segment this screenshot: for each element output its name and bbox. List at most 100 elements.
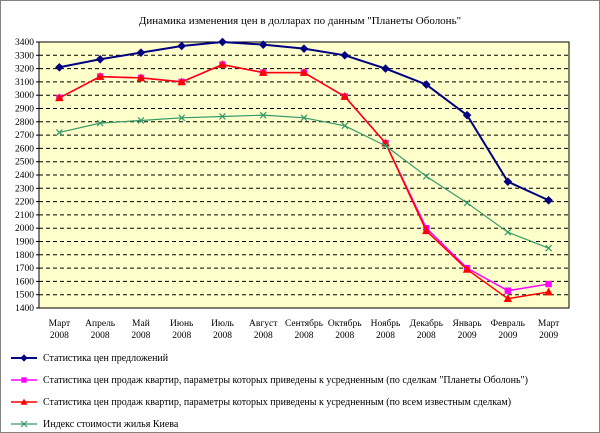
diamond-marker: [381, 64, 390, 73]
square-marker: [504, 287, 512, 294]
y-tick-label: 1500: [15, 291, 34, 301]
y-tick-label: 1900: [15, 238, 34, 248]
square-marker: [545, 280, 552, 288]
y-tick-label: 2400: [15, 171, 34, 181]
y-tick-label: 2600: [15, 144, 34, 154]
y-tick-label: 2200: [15, 198, 34, 208]
x-marker: [463, 199, 471, 207]
legend-item: Индекс стоимости жилья Киева: [11, 413, 595, 432]
x-marker: [137, 117, 145, 124]
x-tick-label-month: Август: [249, 319, 278, 329]
diamond-legend-marker-icon: [11, 354, 37, 362]
x-tick-label-month: Сентябрь: [285, 318, 324, 329]
y-tick-label: 1400: [15, 304, 34, 314]
triangle-marker: [340, 92, 350, 100]
x-tick-label-month: Октябрь: [328, 318, 362, 329]
diamond-marker: [503, 177, 513, 186]
x-tick-label-year: 2009: [498, 331, 517, 341]
x-tick-label-year: 2008: [172, 331, 191, 341]
y-tick-label: 3100: [15, 78, 34, 88]
diamond-marker: [258, 40, 268, 49]
x-tick-label-month: Февраль: [491, 319, 526, 329]
triangle-marker: [177, 77, 186, 86]
diamond-marker: [340, 50, 350, 60]
y-tick-label: 2000: [15, 224, 34, 234]
x-marker: [178, 114, 186, 122]
y-tick-label: 3400: [15, 38, 34, 48]
y-tick-label: 2100: [15, 211, 34, 221]
legend-item: Статистика цен продаж квартир, параметры…: [11, 369, 595, 391]
y-tick-label: 2500: [15, 158, 34, 168]
x-tick-label-month: Март: [538, 319, 560, 329]
x-tick-label-month: Декабрь: [410, 318, 444, 329]
x-tick-label-year: 2008: [213, 331, 232, 341]
diamond-marker: [55, 62, 64, 72]
diamond-marker: [136, 48, 146, 57]
x-marker: [219, 113, 226, 120]
x-tick-label-year: 2008: [91, 331, 110, 341]
x-tick-label-month: Апрель: [85, 319, 116, 329]
diamond-marker: [544, 195, 553, 205]
triangle-marker: [55, 93, 64, 102]
x-marker: [96, 119, 104, 127]
chart-title: Динамика изменения цен в долларах по дан…: [138, 15, 462, 27]
legend-label: Статистика цен продаж квартир, параметры…: [43, 396, 512, 408]
x-tick-label-month: Июнь: [170, 319, 194, 329]
x-marker: [259, 111, 267, 119]
y-tick-label: 3300: [15, 51, 34, 61]
triangle-marker: [218, 60, 227, 68]
diamond-marker: [462, 110, 472, 120]
x-tick-label-year: 2008: [254, 331, 273, 341]
diamond-marker: [218, 37, 227, 47]
triangle-marker: [258, 68, 268, 76]
x-marker: [422, 172, 430, 180]
y-tick-label: 1700: [15, 264, 34, 274]
x-tick-label-year: 2008: [131, 331, 150, 341]
x-tick-label-year: 2008: [376, 331, 395, 341]
x-tick-label-year: 2008: [335, 331, 354, 341]
y-tick-label: 1600: [15, 277, 34, 287]
triangle-marker: [95, 72, 105, 80]
triangle-marker: [462, 264, 472, 273]
triangle-marker: [136, 73, 146, 82]
diamond-marker: [95, 54, 105, 64]
x-tick-label-year: 2008: [295, 331, 314, 341]
x-marker: [55, 129, 63, 136]
x-tick-label-month: Ноябрь: [371, 318, 401, 329]
triangle-marker: [422, 226, 431, 235]
triangle-marker: [544, 287, 553, 296]
x-marker: [300, 114, 308, 122]
legend-label: Статистика цен продаж квартир, параметры…: [43, 374, 528, 386]
diamond-marker: [422, 80, 431, 89]
x-tick-label-year: 2009: [539, 331, 558, 341]
x-tick-label-month: Январь: [453, 319, 483, 329]
diamond-marker: [177, 41, 186, 51]
y-tick-label: 2900: [15, 105, 34, 115]
x-tick-label-year: 2009: [458, 331, 477, 341]
x-tick-label-month: Март: [49, 319, 71, 329]
x-tick-label-month: Июль: [211, 319, 234, 329]
x-marker: [382, 142, 389, 150]
x-tick-label-year: 2008: [50, 331, 69, 341]
x-marker: [341, 122, 349, 130]
square-legend-marker-icon: [11, 377, 37, 383]
legend-label: Статистика цен предложений: [43, 352, 169, 364]
x-marker: [545, 244, 553, 252]
triangle-marker: [503, 294, 513, 302]
legend-item: Статистика цен предложений: [11, 347, 595, 369]
y-tick-label: 1800: [15, 251, 34, 261]
x-legend-marker-icon: [11, 420, 37, 428]
plot-area: 1400 1500 1600 1700 1800 1900 2000 2100 2200 2300…: [15, 37, 570, 341]
y-tick-label: 2700: [15, 131, 34, 141]
chart-legend: Статистика цен предложений Статистика цен…: [11, 347, 595, 432]
legend-item: Статистика цен продаж квартир, параметры…: [11, 391, 595, 413]
y-tick-label: 3200: [15, 65, 34, 75]
x-tick-label-year: 2008: [417, 331, 436, 341]
triangle-marker: [299, 68, 309, 76]
x-marker: [504, 228, 512, 236]
triangle-legend-marker-icon: [11, 398, 37, 405]
y-tick-label: 3000: [15, 91, 34, 101]
x-tick-label-month: Май: [132, 318, 150, 329]
diamond-marker: [299, 44, 309, 53]
